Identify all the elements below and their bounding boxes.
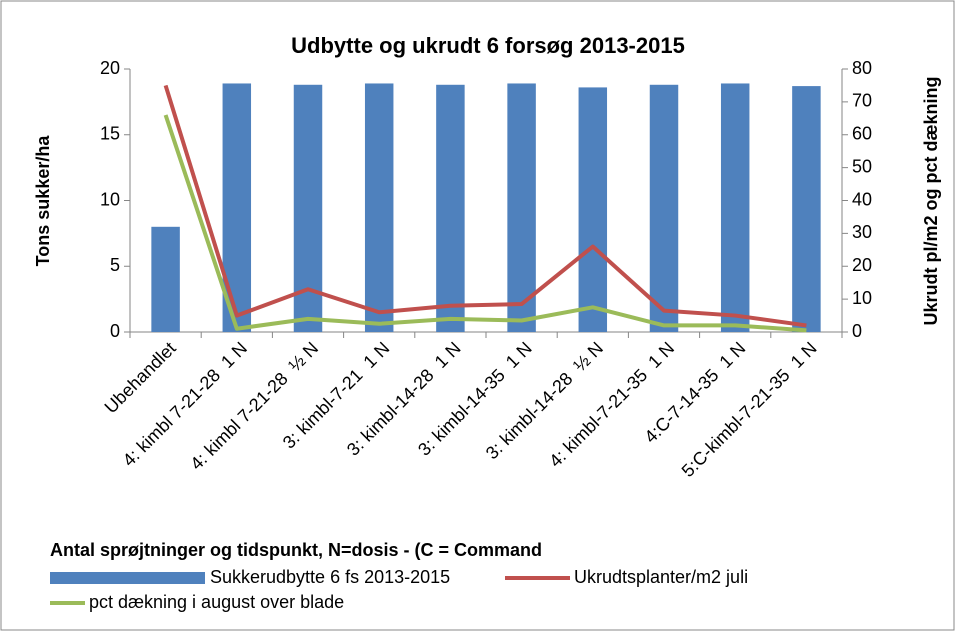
line bbox=[163, 114, 807, 333]
y-axis-label: Tons sukker/ha bbox=[33, 135, 53, 267]
bar bbox=[792, 86, 821, 332]
bar bbox=[151, 226, 180, 332]
y-tick-label: 20 bbox=[100, 58, 120, 78]
y2-tick-label: 20 bbox=[852, 255, 872, 275]
y2-tick-label: 40 bbox=[852, 189, 872, 209]
y2-tick-label: 10 bbox=[852, 288, 872, 308]
y2-tick-label: 70 bbox=[852, 91, 872, 111]
line bbox=[163, 84, 807, 328]
chart-title: Udbytte og ukrudt 6 forsøg 2013-2015 bbox=[291, 33, 685, 58]
legend-label: Sukkerudbytte 6 fs 2013-2015 bbox=[210, 567, 450, 587]
x-axis-label: Antal sprøjtninger og tidspunkt, N=dosis… bbox=[50, 540, 542, 560]
legend-label: pct dækning i august over blade bbox=[89, 592, 344, 612]
y-tick-label: 0 bbox=[110, 321, 120, 341]
y2-tick-label: 60 bbox=[852, 124, 872, 144]
y-tick-label: 15 bbox=[100, 124, 120, 144]
legend-label: Ukrudtsplanter/m2 juli bbox=[574, 567, 748, 587]
bar bbox=[649, 84, 679, 332]
bar bbox=[507, 83, 536, 332]
legend-swatch bbox=[50, 572, 205, 584]
bar bbox=[436, 84, 465, 332]
y2-axis-label: Ukrudt pl/m2 og pct dækning bbox=[921, 76, 941, 325]
y-tick-label: 10 bbox=[100, 189, 120, 209]
bar bbox=[578, 87, 608, 332]
bar bbox=[364, 83, 394, 332]
y-tick-label: 5 bbox=[110, 255, 120, 275]
y2-tick-label: 30 bbox=[852, 222, 872, 242]
bar bbox=[720, 83, 750, 332]
y2-tick-label: 0 bbox=[852, 321, 862, 341]
y2-tick-label: 80 bbox=[852, 58, 872, 78]
y2-tick-label: 50 bbox=[852, 156, 872, 176]
